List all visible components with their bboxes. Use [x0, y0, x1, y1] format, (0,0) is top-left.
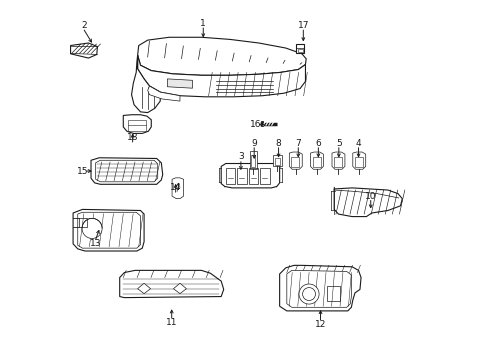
Text: 16: 16 [249, 120, 261, 129]
Text: 17: 17 [297, 21, 308, 30]
Bar [248, 168, 258, 184]
Text: 1: 1 [200, 19, 206, 28]
Polygon shape [331, 152, 344, 169]
Polygon shape [120, 270, 223, 298]
Text: 12: 12 [314, 320, 325, 329]
Bar [291, 157, 299, 167]
Bar [326, 286, 339, 301]
Polygon shape [296, 44, 303, 53]
Text: 7: 7 [295, 139, 301, 148]
Polygon shape [352, 152, 365, 169]
Text: 4: 4 [355, 139, 361, 148]
Text: 6: 6 [315, 139, 321, 148]
Bar [297, 49, 302, 51]
Text: 18: 18 [126, 133, 138, 142]
Polygon shape [137, 283, 150, 294]
Polygon shape [273, 155, 281, 166]
Text: 11: 11 [165, 318, 177, 327]
Circle shape [82, 219, 102, 238]
Polygon shape [173, 283, 186, 294]
Polygon shape [123, 115, 151, 134]
Polygon shape [73, 210, 144, 251]
Bar [225, 168, 235, 184]
Text: 14: 14 [170, 183, 181, 192]
Polygon shape [286, 270, 351, 307]
Bar [312, 157, 320, 167]
Polygon shape [78, 212, 140, 248]
Polygon shape [333, 188, 402, 217]
Text: 5: 5 [335, 139, 341, 148]
Polygon shape [91, 158, 163, 184]
Polygon shape [249, 150, 256, 169]
Polygon shape [279, 265, 360, 311]
Polygon shape [137, 37, 305, 75]
Polygon shape [147, 86, 180, 101]
Polygon shape [172, 178, 183, 199]
Bar [333, 157, 341, 167]
Bar [128, 120, 145, 131]
Text: 10: 10 [364, 192, 376, 201]
Bar [354, 157, 362, 167]
Text: 15: 15 [77, 167, 88, 176]
Polygon shape [221, 163, 279, 188]
Polygon shape [131, 55, 160, 113]
Polygon shape [70, 43, 97, 58]
Bar [237, 168, 246, 184]
Bar [260, 168, 269, 184]
Text: 13: 13 [90, 239, 101, 248]
Bar [250, 155, 255, 167]
Polygon shape [96, 160, 158, 182]
Text: 3: 3 [238, 152, 244, 161]
Text: 2: 2 [81, 21, 87, 30]
Bar [79, 219, 86, 227]
Polygon shape [167, 79, 192, 88]
Polygon shape [137, 55, 305, 97]
Text: 9: 9 [251, 139, 257, 148]
Bar [274, 158, 280, 165]
Circle shape [298, 284, 319, 304]
Polygon shape [289, 152, 302, 169]
Polygon shape [310, 152, 323, 169]
Text: 8: 8 [275, 139, 281, 148]
